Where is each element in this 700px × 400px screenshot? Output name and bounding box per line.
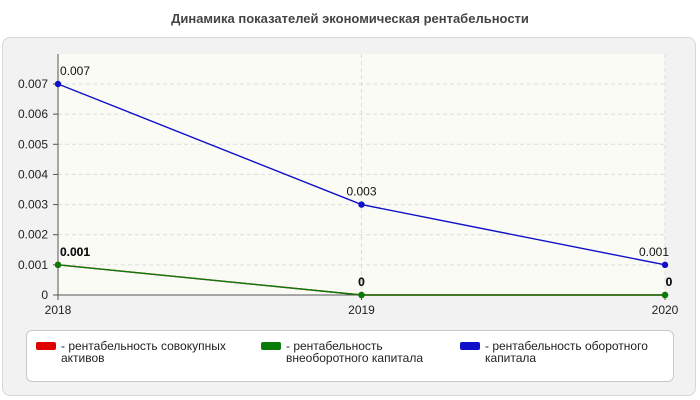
data-label: 0 [666, 275, 673, 289]
legend-label: - рентабельность совокупных активов [61, 339, 226, 365]
x-tick-label: 2020 [652, 303, 679, 317]
legend-item-noncurrent-capital: - рентабельность внеоборотного капитала [261, 340, 461, 364]
x-tick-label: 2019 [348, 303, 375, 317]
y-tick-label: 0.001 [18, 258, 48, 272]
data-label: 0.007 [60, 64, 90, 78]
x-tick-label: 2018 [45, 303, 72, 317]
chart-title: Динамика показателей экономическая рента… [171, 11, 529, 26]
data-point [661, 291, 669, 299]
data-label: 0.001 [60, 245, 90, 259]
legend-label: - рентабельность оборотного капитала [485, 339, 648, 365]
data-label: 0.001 [639, 245, 669, 259]
series-lines [54, 80, 669, 299]
legend-item-total-assets: - рентабельность совокупных активов [36, 340, 236, 364]
legend-label: - рентабельность внеоборотного капитала [286, 339, 423, 365]
legend-swatch-total-assets [36, 342, 56, 350]
legend-swatch-working-capital [460, 342, 480, 350]
data-point [54, 261, 62, 269]
y-tick-label: 0.006 [18, 107, 48, 121]
legend: - рентабельность совокупных активов - ре… [26, 330, 674, 382]
data-label: 0.003 [346, 185, 376, 199]
data-point [54, 80, 62, 88]
y-tick-label: 0 [41, 288, 48, 302]
data-label: 0 [358, 275, 365, 289]
axes: 0 0.001 0.002 0.003 0.004 0.005 0.006 0.007 2018… [18, 54, 679, 317]
data-label: 0.001 [60, 245, 90, 259]
y-tick-label: 0.004 [18, 167, 48, 181]
legend-item-working-capital: - рентабельность оборотного капитала [460, 340, 660, 364]
data-label: 0 [666, 275, 673, 289]
y-tick-label: 0.005 [18, 137, 48, 151]
y-tick-label: 0.002 [18, 228, 48, 242]
y-tick-label: 0.007 [18, 77, 48, 91]
grid-lines [58, 54, 666, 295]
data-point [358, 291, 365, 299]
y-tick-label: 0.003 [18, 198, 48, 212]
legend-swatch-noncurrent-capital [261, 342, 281, 350]
data-label: 0 [358, 275, 365, 289]
data-point [661, 261, 669, 269]
data-point [358, 201, 365, 208]
